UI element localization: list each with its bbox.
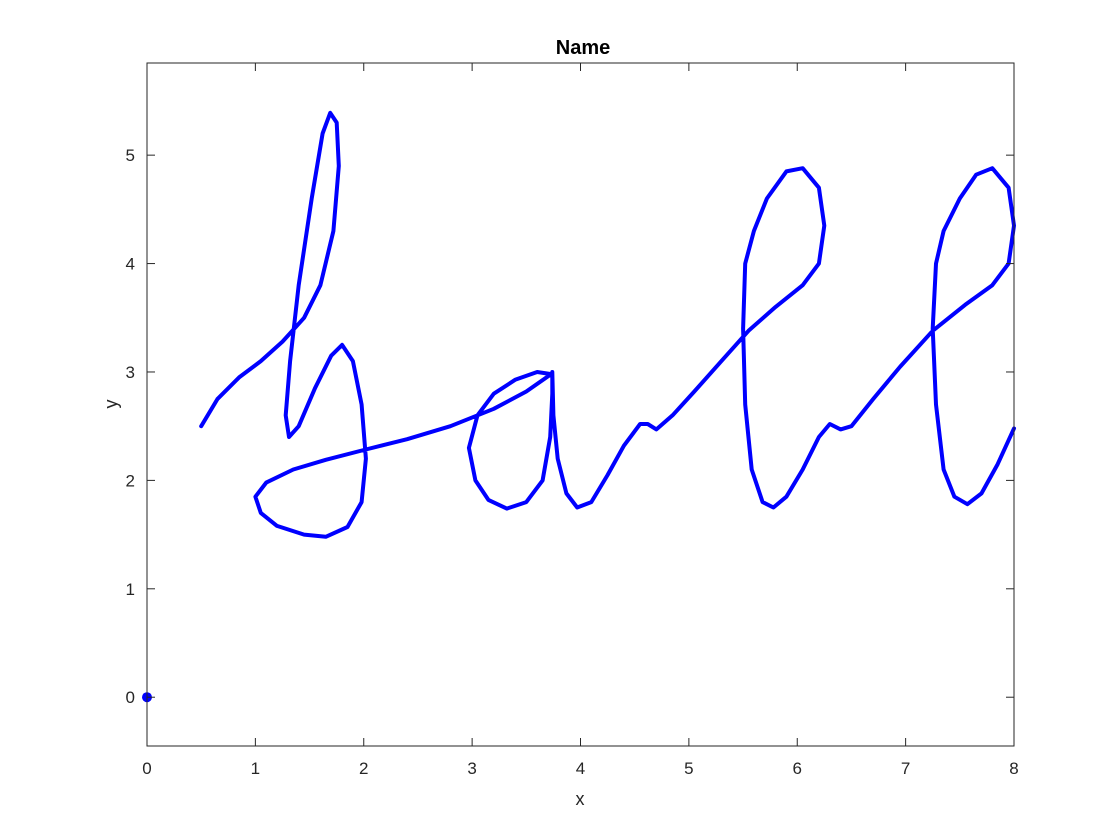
chart-title: Name bbox=[556, 37, 610, 59]
y-tick-label: 2 bbox=[126, 471, 135, 490]
x-tick-label: 1 bbox=[251, 759, 260, 778]
x-tick-label: 7 bbox=[901, 759, 910, 778]
y-tick-label: 5 bbox=[126, 146, 135, 165]
y-tick-label: 4 bbox=[126, 255, 135, 274]
y-axis-ticks: 0 1 2 3 4 5 bbox=[126, 146, 1014, 707]
x-axis-ticks: 0 1 2 3 4 5 6 7 8 bbox=[142, 63, 1019, 778]
y-tick-label: 1 bbox=[126, 580, 135, 599]
x-tick-label: 4 bbox=[576, 759, 585, 778]
x-tick-label: 5 bbox=[684, 759, 693, 778]
y-tick-label: 3 bbox=[126, 363, 135, 382]
y-axis-label: y bbox=[101, 400, 121, 409]
signature-line-series bbox=[199, 110, 1016, 539]
x-axis-label: x bbox=[576, 789, 585, 809]
x-tick-label: 3 bbox=[467, 759, 476, 778]
x-tick-label: 6 bbox=[793, 759, 802, 778]
plot-area bbox=[147, 63, 1014, 746]
x-tick-label: 8 bbox=[1009, 759, 1018, 778]
x-tick-label: 2 bbox=[359, 759, 368, 778]
x-tick-label: 0 bbox=[142, 759, 151, 778]
y-tick-label: 0 bbox=[126, 688, 135, 707]
